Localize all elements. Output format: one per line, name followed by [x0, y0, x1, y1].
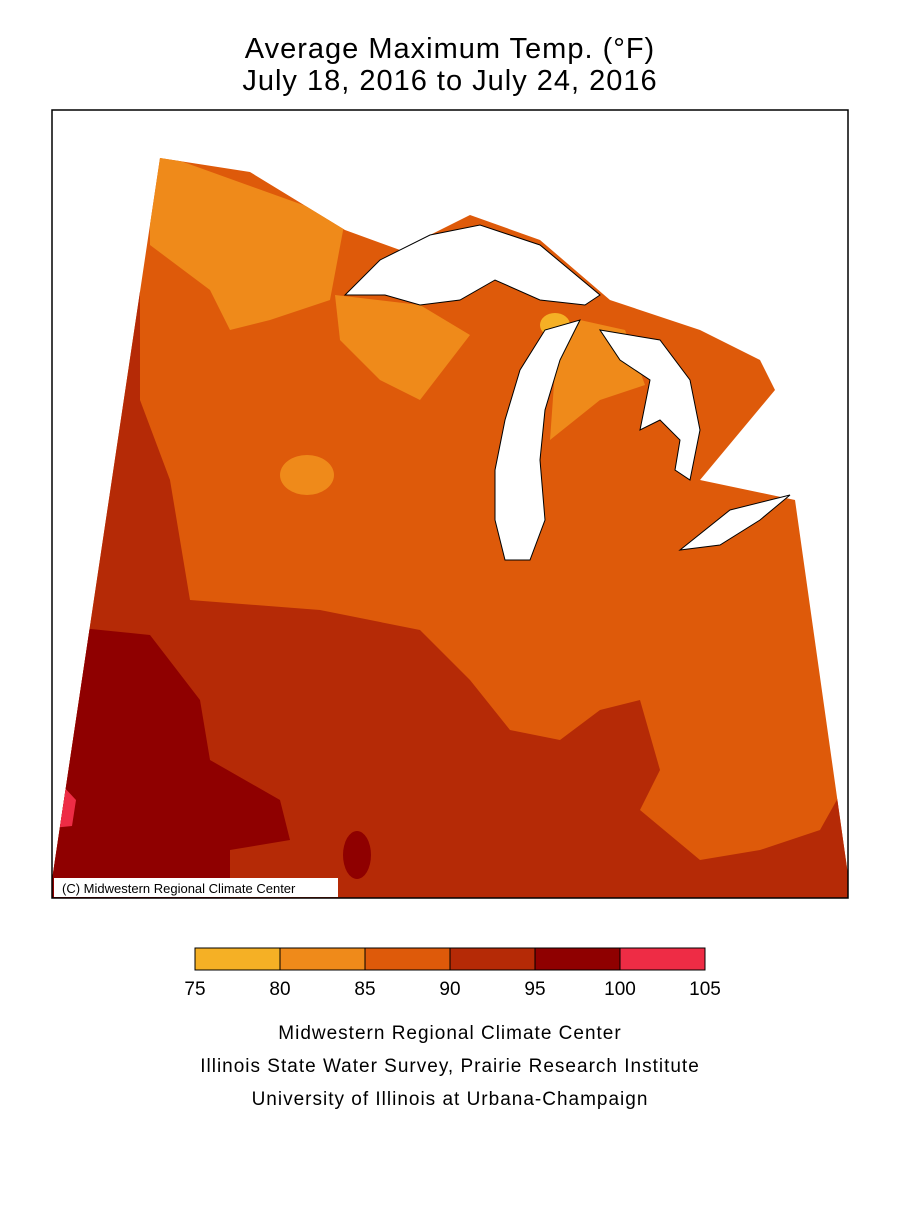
- legend-swatch: [194, 947, 281, 971]
- zone: [335, 295, 470, 400]
- credit: Midwestern Regional Climate Center: [278, 1023, 621, 1044]
- legend-tick-label: 90: [439, 979, 460, 1000]
- subtitle: July 18, 2016 to July 24, 2016: [242, 65, 657, 97]
- legend-swatch: [449, 947, 536, 971]
- zone: [431, 610, 459, 634]
- legend-swatch: [279, 947, 366, 971]
- legend: 75 80 85 90 95 100 105: [184, 947, 721, 1000]
- credit: Illinois State Water Survey, Prairie Res…: [200, 1056, 700, 1077]
- zone: [343, 831, 371, 879]
- lake: [494, 319, 581, 561]
- copyright: (C) Midwestern Regional Climate Center: [62, 881, 296, 896]
- lake: [343, 224, 601, 306]
- legend-tick-label: 80: [269, 979, 290, 1000]
- map: [52, 158, 848, 898]
- legend-tick-label: 105: [689, 979, 721, 1000]
- legend-swatch: [534, 947, 621, 971]
- zone: [280, 455, 334, 495]
- lake: [678, 494, 791, 551]
- legend-tick-label: 85: [354, 979, 375, 1000]
- zone: [150, 158, 345, 330]
- zone: [52, 240, 848, 898]
- legend-tick-label: 95: [524, 979, 545, 1000]
- legend-tick-label: 75: [184, 979, 205, 1000]
- legend-swatch: [364, 947, 451, 971]
- legend-tick-label: 100: [604, 979, 636, 1000]
- zone: [52, 625, 290, 898]
- title: Average Maximum Temp. (°F): [245, 33, 655, 65]
- lake: [598, 329, 701, 481]
- map-frame: [51, 109, 849, 899]
- copyright-box: [54, 878, 338, 897]
- credit: University of Illinois at Urbana-Champai…: [252, 1089, 649, 1110]
- legend-swatch: [619, 947, 706, 971]
